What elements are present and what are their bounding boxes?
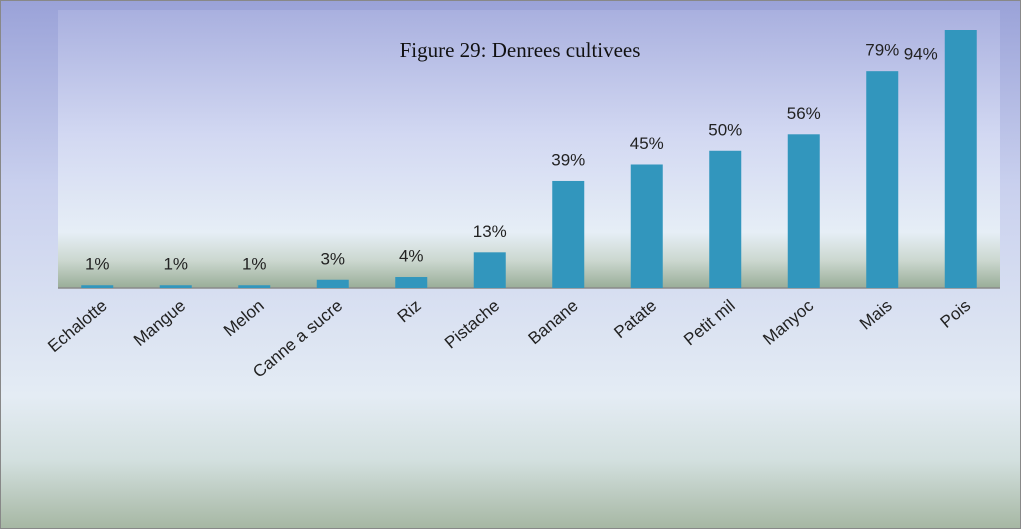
data-label: 45% — [630, 134, 664, 153]
bar — [866, 71, 899, 288]
data-label: 1% — [85, 255, 110, 274]
bar — [238, 285, 271, 288]
plot-area — [58, 10, 1000, 288]
data-label: 39% — [551, 150, 585, 169]
bar — [709, 150, 742, 288]
data-label: 56% — [787, 104, 821, 123]
bar — [787, 134, 820, 288]
data-label: 13% — [473, 222, 507, 241]
bar — [316, 279, 349, 288]
bar — [630, 164, 663, 288]
data-label: 94% — [904, 44, 938, 63]
chart-title: Figure 29: Denrees cultivees — [400, 38, 641, 62]
data-label: 1% — [163, 255, 188, 274]
data-label: 1% — [242, 255, 267, 274]
data-label: 50% — [708, 120, 742, 139]
bar — [81, 285, 114, 288]
data-label: 3% — [320, 249, 345, 268]
bar — [552, 180, 585, 288]
bar — [395, 277, 428, 288]
bar — [944, 30, 977, 288]
data-label: 79% — [865, 41, 899, 60]
data-label: 4% — [399, 247, 424, 266]
bar — [159, 285, 192, 288]
bar — [473, 252, 506, 288]
